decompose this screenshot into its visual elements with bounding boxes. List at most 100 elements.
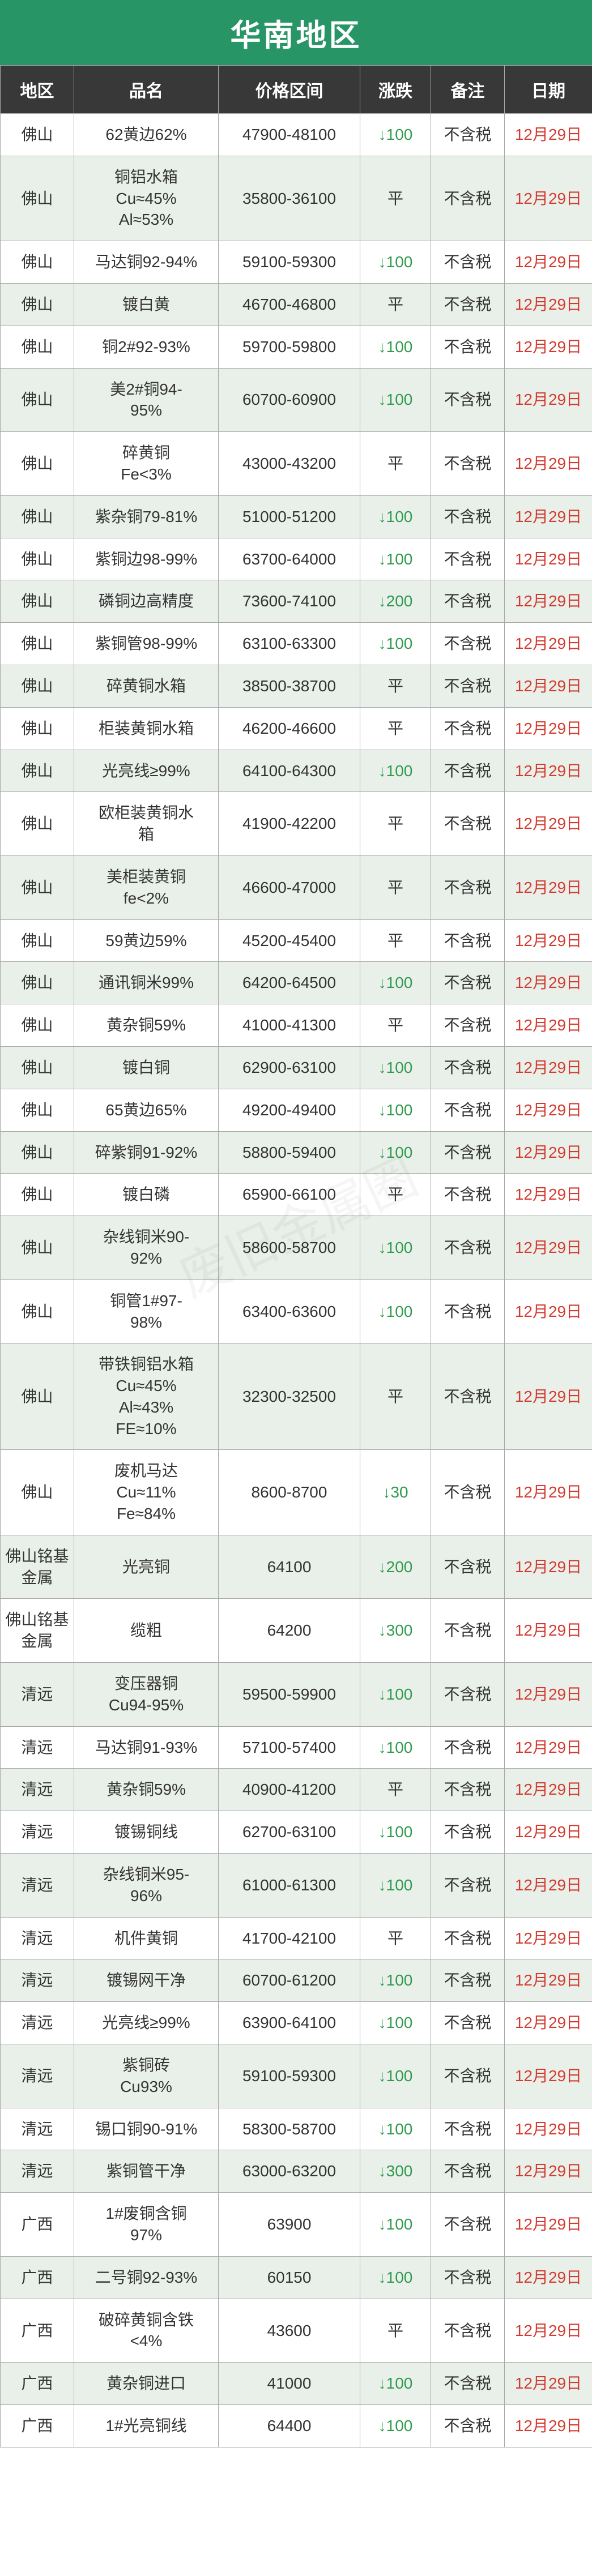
cell-date: 12月29日 [505,1004,592,1047]
cell-region: 佛山 [1,241,74,284]
cell-region: 佛山 [1,114,74,156]
cell-change: ↓100 [360,750,431,792]
cell-product: 紫杂铜79-81% [74,495,219,538]
cell-product: 镀白黄 [74,283,219,326]
cell-change: ↓300 [360,1599,431,1663]
cell-product: 马达铜91-93% [74,1726,219,1769]
cell-remark: 不含税 [431,2150,505,2193]
table-row: 佛山紫铜边98-99%63700-64000↓100不含税12月29日 [1,538,592,580]
cell-change: ↓30 [360,1450,431,1535]
cell-price: 59500-59900 [219,1663,360,1727]
cell-change: 平 [360,1343,431,1450]
table-row: 佛山碎黄铜 Fe<3%43000-43200平不含税12月29日 [1,432,592,496]
cell-region: 佛山 [1,962,74,1004]
cell-price: 64400 [219,2405,360,2447]
cell-remark: 不含税 [431,2108,505,2150]
cell-product: 59黄边59% [74,919,219,962]
cell-remark: 不含税 [431,1811,505,1854]
cell-date: 12月29日 [505,538,592,580]
cell-date: 12月29日 [505,665,592,707]
cell-region: 广西 [1,2256,74,2299]
cell-product: 镀白铜 [74,1046,219,1089]
col-header-product: 品名 [74,66,219,114]
table-row: 清远镀锡铜线62700-63100↓100不含税12月29日 [1,1811,592,1854]
cell-remark: 不含税 [431,432,505,496]
cell-remark: 不含税 [431,1046,505,1089]
cell-change: ↓100 [360,1046,431,1089]
cell-price: 63700-64000 [219,538,360,580]
cell-change: 平 [360,1917,431,1959]
cell-change: ↓100 [360,1089,431,1131]
table-body: 佛山62黄边62%47900-48100↓100不含税12月29日佛山铜铝水箱 … [1,114,592,2447]
cell-remark: 不含税 [431,1769,505,1811]
cell-remark: 不含税 [431,919,505,962]
cell-remark: 不含税 [431,855,505,919]
table-row: 佛山镀白铜62900-63100↓100不含税12月29日 [1,1046,592,1089]
cell-region: 佛山 [1,495,74,538]
table-row: 佛山碎黄铜水箱38500-38700平不含税12月29日 [1,665,592,707]
cell-product: 碎紫铜91-92% [74,1131,219,1174]
table-row: 佛山铜2#92-93%59700-59800↓100不含税12月29日 [1,326,592,368]
cell-price: 46700-46800 [219,283,360,326]
cell-date: 12月29日 [505,707,592,750]
cell-price: 41700-42100 [219,1917,360,1959]
table-row: 广西黄杂铜进口41000↓100不含税12月29日 [1,2363,592,2405]
cell-price: 58300-58700 [219,2108,360,2150]
cell-change: 平 [360,855,431,919]
cell-date: 12月29日 [505,368,592,432]
table-row: 佛山柜装黄铜水箱46200-46600平不含税12月29日 [1,707,592,750]
cell-remark: 不含税 [431,792,505,856]
table-row: 清远马达铜91-93%57100-57400↓100不含税12月29日 [1,1726,592,1769]
cell-price: 61000-61300 [219,1854,360,1918]
cell-remark: 不含税 [431,241,505,284]
cell-price: 59700-59800 [219,326,360,368]
cell-product: 机件黄铜 [74,1917,219,1959]
cell-remark: 不含税 [431,495,505,538]
col-header-remark: 备注 [431,66,505,114]
cell-price: 41000 [219,2363,360,2405]
cell-region: 广西 [1,2193,74,2257]
cell-change: 平 [360,156,431,241]
cell-region: 清远 [1,1769,74,1811]
cell-date: 12月29日 [505,1343,592,1450]
cell-change: 平 [360,707,431,750]
cell-region: 佛山 [1,1280,74,1343]
cell-date: 12月29日 [505,2150,592,2193]
cell-price: 63100-63300 [219,623,360,665]
cell-price: 40900-41200 [219,1769,360,1811]
region-title: 华南地区 [0,0,592,65]
cell-price: 46600-47000 [219,855,360,919]
cell-remark: 不含税 [431,2256,505,2299]
cell-remark: 不含税 [431,326,505,368]
cell-region: 清远 [1,2002,74,2044]
cell-date: 12月29日 [505,2405,592,2447]
cell-region: 佛山铭基 金属 [1,1535,74,1599]
col-header-change: 涨跌 [360,66,431,114]
table-row: 清远紫铜管干净63000-63200↓300不含税12月29日 [1,2150,592,2193]
cell-date: 12月29日 [505,432,592,496]
col-header-price: 价格区间 [219,66,360,114]
table-row: 佛山光亮线≥99%64100-64300↓100不含税12月29日 [1,750,592,792]
cell-price: 60150 [219,2256,360,2299]
cell-price: 63900 [219,2193,360,2257]
cell-region: 佛山 [1,368,74,432]
cell-change: ↓100 [360,1959,431,2002]
cell-remark: 不含税 [431,707,505,750]
cell-price: 59100-59300 [219,2044,360,2108]
cell-date: 12月29日 [505,2256,592,2299]
cell-change: 平 [360,919,431,962]
cell-remark: 不含税 [431,1854,505,1918]
col-header-region: 地区 [1,66,74,114]
cell-product: 柜装黄铜水箱 [74,707,219,750]
cell-price: 60700-61200 [219,1959,360,2002]
cell-product: 1#废铜含铜 97% [74,2193,219,2257]
cell-price: 63400-63600 [219,1280,360,1343]
cell-date: 12月29日 [505,1917,592,1959]
cell-date: 12月29日 [505,1959,592,2002]
cell-remark: 不含税 [431,538,505,580]
cell-price: 8600-8700 [219,1450,360,1535]
cell-change: ↓100 [360,2405,431,2447]
cell-product: 碎黄铜 Fe<3% [74,432,219,496]
cell-change: ↓100 [360,962,431,1004]
cell-change: ↓100 [360,623,431,665]
